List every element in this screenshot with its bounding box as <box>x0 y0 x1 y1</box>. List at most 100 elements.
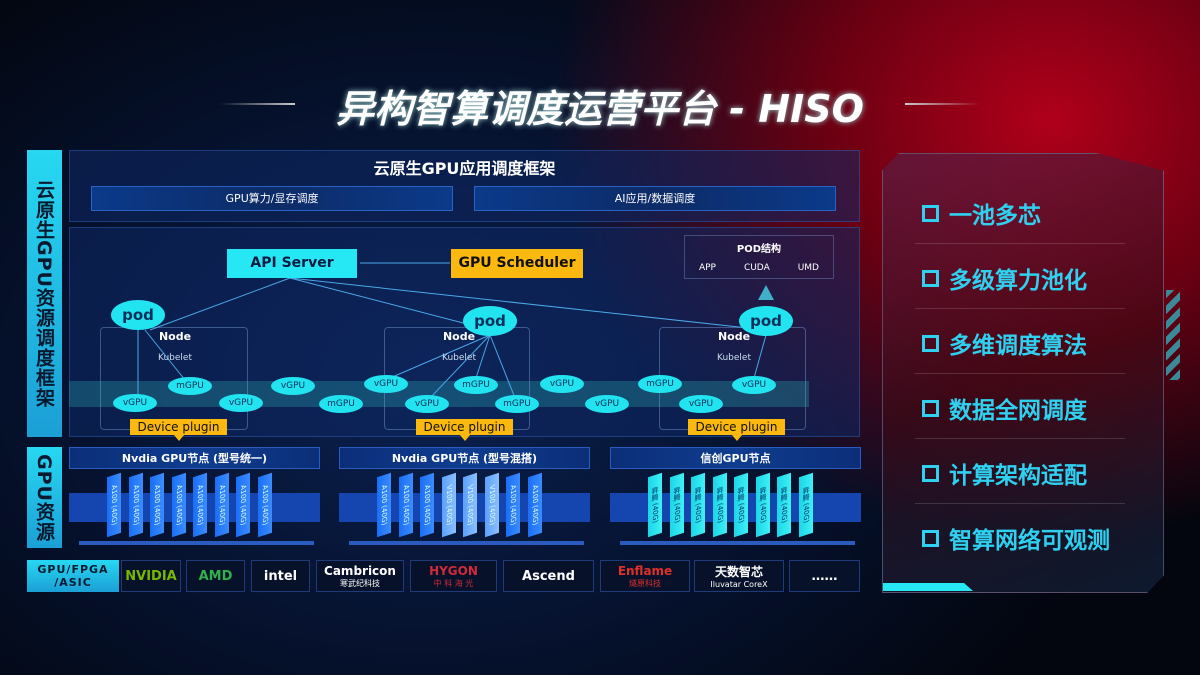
down-arrow-icon <box>732 435 742 441</box>
framework-side-label: 云原生GPU资源调度框架 <box>27 150 62 437</box>
gpu-slice-vgpu: vGPU <box>540 375 584 393</box>
pod-ellipse: pod <box>739 306 793 336</box>
gpu-slice-vgpu: vGPU <box>732 376 776 394</box>
title-decoration-left <box>220 103 295 105</box>
gpu-card: 昇腾 (40G) <box>691 472 705 538</box>
vendor-name: Cambricon <box>324 563 396 578</box>
pod-ellipse: pod <box>111 300 165 330</box>
feature-divider <box>915 308 1125 309</box>
connector <box>149 277 291 331</box>
gpu-card: 昇腾 (40G) <box>669 472 684 538</box>
checkbox-icon <box>922 334 939 352</box>
gpu-slice-mgpu: mGPU <box>638 375 682 393</box>
gpu-compute-bar: GPU算力/显存调度 <box>91 186 453 211</box>
connector <box>489 334 516 399</box>
gpu-card: V100 (40G) <box>441 472 456 538</box>
feature-label: 多级算力池化 <box>949 268 1087 294</box>
pod-cuda: CUDA <box>743 263 770 273</box>
vendor-logo-0: NVIDIA <box>121 560 181 592</box>
vendor-name: NVIDIA <box>125 568 177 584</box>
api-server-box: API Server <box>227 249 357 278</box>
pod-app: APP <box>698 263 716 273</box>
page-title: 异构智算调度运营平台 - HISO <box>336 87 864 131</box>
up-arrow-icon <box>758 285 774 300</box>
features-panel <box>882 153 1164 593</box>
panel-stripes <box>1166 290 1180 380</box>
pod-ellipse: pod <box>463 306 517 336</box>
vendor-subtitle: 中 科 海 光 <box>433 578 474 588</box>
down-arrow-icon <box>460 435 470 441</box>
vendor-subtitle: Iluvatar CoreX <box>710 580 768 589</box>
gpu-slice-mgpu: mGPU <box>168 377 212 395</box>
gpu-card: A100 (40G) <box>398 472 413 538</box>
gpu-card: 昇腾 (40G) <box>755 472 770 538</box>
gpu-group-header: Nvdia GPU节点 (型号统一) <box>69 447 320 469</box>
gpu-group-header: 信创GPU节点 <box>610 447 861 469</box>
vendor-subtitle: 燧原科技 <box>629 578 661 588</box>
vendor-logo-7: 天数智芯 Iluvatar CoreX <box>694 560 784 592</box>
feature-item: 数据全网调度 <box>922 391 1087 425</box>
feature-item: 智算网络可观测 <box>922 521 1110 555</box>
feature-divider <box>915 373 1125 374</box>
pod-structure-title: POD结构 <box>736 244 782 255</box>
gpu-card: 昇腾 (40G) <box>734 472 748 538</box>
framework-title: 云原生GPU应用调度框架 <box>373 159 556 178</box>
gpu-card: 昇腾 (40G) <box>798 472 813 538</box>
vendor-logo-4: HYGON 中 科 海 光 <box>410 560 497 592</box>
feature-divider <box>915 503 1125 504</box>
gpu-slice-vgpu: vGPU <box>405 395 449 413</box>
feature-label: 计算架构适配 <box>949 463 1087 489</box>
feature-item: 多级算力池化 <box>922 261 1087 295</box>
connector <box>144 329 186 381</box>
vendor-side-label: GPU/FPGA /ASIC <box>27 560 119 592</box>
kubelet-label: Kubelet <box>442 353 476 363</box>
vendor-name: Ascend <box>522 568 575 584</box>
vendor-name: …… <box>811 568 838 584</box>
vendor-logo-8: …… <box>789 560 860 592</box>
pod-umd: UMD <box>797 263 819 273</box>
feature-item: 一池多芯 <box>922 196 1041 230</box>
down-arrow-icon <box>174 435 184 441</box>
feature-label: 一池多芯 <box>949 203 1041 229</box>
gpu-slice-vgpu: vGPU <box>113 394 157 412</box>
gpu-group-base <box>79 541 314 545</box>
gpu-card: A100 (40G) <box>171 472 186 538</box>
gpu-side-label: GPU资源 <box>27 447 62 548</box>
checkbox-icon <box>922 269 939 287</box>
vendor-logo-3: Cambricon 寒武纪科技 <box>316 560 404 592</box>
gpu-slice-mgpu: mGPU <box>495 395 539 413</box>
kubelet-label: Kubelet <box>158 353 192 363</box>
gpu-card: 昇腾 (40G) <box>777 472 791 538</box>
gpu-group-base <box>620 541 855 545</box>
checkbox-icon <box>922 464 939 482</box>
node-title: Node <box>158 330 192 343</box>
pod-structure-box: POD结构 APP CUDA UMD <box>684 235 834 279</box>
gpu-card: V100 (40G) <box>463 472 477 538</box>
connector <box>429 334 491 399</box>
checkbox-icon <box>922 204 939 222</box>
checkbox-icon <box>922 399 939 417</box>
connector <box>753 334 767 379</box>
device-plugin-box: Device plugin <box>688 419 785 435</box>
gpu-card: A100 (40G) <box>150 472 164 538</box>
connector <box>289 277 767 331</box>
ai-data-bar: AI应用/数据调度 <box>474 186 836 211</box>
gpu-card: A100 (40G) <box>377 472 391 538</box>
vendor-logo-5: Ascend <box>503 560 594 592</box>
vendor-logo-1: AMD <box>186 560 245 592</box>
gpu-card: A100 (40G) <box>527 472 542 538</box>
gpu-slice-vgpu: vGPU <box>585 395 629 413</box>
gpu-card: A100 (40G) <box>193 472 207 538</box>
vendor-subtitle: 寒武纪科技 <box>340 578 380 588</box>
vendor-name: intel <box>263 568 298 584</box>
gpu-group-base <box>349 541 584 545</box>
gpu-slice-vgpu: vGPU <box>679 395 723 413</box>
feature-label: 多维调度算法 <box>949 333 1087 359</box>
gpu-slice-vgpu: vGPU <box>271 377 315 395</box>
gpu-slice-mgpu: mGPU <box>319 395 363 413</box>
gpu-card: A100 (40G) <box>257 472 272 538</box>
gpu-card: V100 (40G) <box>484 472 499 538</box>
node-title: Node <box>442 330 476 343</box>
gpu-card: 昇腾 (40G) <box>648 472 662 538</box>
